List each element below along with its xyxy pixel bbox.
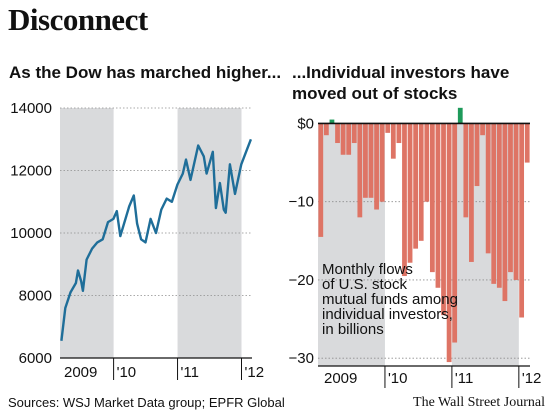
flows-x-tick-label: '10 [388, 370, 408, 387]
flows-y-tick-label: −30 [289, 350, 314, 367]
flows-bar-2011-12 [513, 123, 519, 280]
flows-bar-2012-02 [524, 123, 530, 163]
flows-y-tick-label: −10 [289, 194, 314, 211]
flows-x-tick-label: '12 [522, 370, 542, 387]
flows-shade-2009 [318, 123, 385, 367]
flows-bar-2011-01 [452, 123, 458, 343]
flows-bar-2009-09 [363, 123, 368, 198]
headline: Disconnect [8, 2, 148, 37]
flows-bar-2009-07 [351, 123, 357, 144]
flows-bar-2011-04 [469, 123, 474, 262]
flows-y-tick-label: −20 [289, 272, 314, 289]
flows-bar-2009-01 [318, 123, 324, 237]
flows-x-tick-label: '11 [455, 370, 473, 387]
flows-bar-2011-10 [502, 123, 508, 302]
flows-y-axis: $0 −10 −20 −30 [289, 115, 314, 367]
publisher-credit: The Wall Street Journal [413, 395, 545, 410]
dow-x-tick-label: '11 [181, 364, 199, 381]
flows-shade-2011 [451, 123, 519, 367]
flows-bar-2010-03 [396, 123, 402, 144]
sources-note: Sources: WSJ Market Data group; EPFR Glo… [8, 395, 285, 410]
flows-annotation-line: individual investors, [322, 306, 453, 323]
flows-bar-2011-07 [485, 123, 491, 254]
dow-y-tick-label: 14000 [10, 100, 52, 117]
flows-bar-2011-02 [457, 107, 463, 124]
flows-bar-2010-02 [390, 123, 396, 159]
dow-x-tick-label: '10 [117, 364, 137, 381]
dow-y-tick-label: 12000 [10, 163, 52, 180]
flows-bar-2011-11 [508, 123, 513, 273]
flows-bar-2010-10 [435, 123, 441, 288]
flows-subtitle: ...Individual investors have moved out o… [292, 63, 510, 103]
flows-annotation-line: in billions [322, 321, 384, 338]
flows-year-shading [318, 123, 519, 367]
flows-bar-2009-08 [357, 123, 363, 218]
flows-x-axis: 2009 '10 '11 '12 [318, 365, 542, 388]
flows-bar-2009-12 [379, 123, 385, 202]
dow-subtitle: As the Dow has marched higher... [9, 63, 282, 82]
flows-bar-2010-09 [429, 123, 435, 273]
flows-annotation: Monthly flows of U.S. stock mutual funds a… [322, 261, 458, 338]
flows-bar-2010-05 [407, 123, 413, 263]
flows-bar-2011-09 [496, 123, 502, 288]
flows-bar-2011-06 [480, 123, 485, 136]
dow-x-axis: 2009 '10 '11 '12 [60, 357, 264, 381]
flows-bar-2010-07 [418, 123, 424, 241]
flows-annotation-line: of U.S. stock [322, 276, 408, 293]
flows-bar-2010-04 [402, 123, 407, 277]
dow-y-tick-label: 8000 [19, 288, 52, 305]
dow-y-axis: 6000 8000 10000 12000 14000 [10, 100, 52, 367]
flows-y-tick-label: $0 [297, 115, 314, 132]
flows-bar-2010-12 [446, 123, 452, 363]
flows-bar-2010-06 [413, 123, 419, 249]
flows-bar-2009-05 [340, 123, 346, 155]
flows-bar-2011-05 [474, 123, 480, 187]
dow-series-line [60, 138, 253, 341]
flows-gridlines [318, 201, 530, 359]
flows-bar-2009-04 [335, 123, 340, 144]
flows-bars [318, 107, 530, 363]
dow-shade-2011 [177, 108, 242, 358]
dow-year-shading [60, 108, 242, 358]
dow-x-tick-label: '12 [244, 364, 264, 381]
flows-bar-2009-02 [323, 123, 329, 136]
dow-y-tick-label: 6000 [19, 350, 52, 367]
flows-bar-2009-03 [329, 119, 335, 124]
flows-bar-2010-01 [385, 123, 391, 133]
flows-bar-2009-06 [346, 123, 352, 155]
flows-bar-2012-01 [519, 123, 525, 318]
flows-annotation-line: mutual funds among [322, 291, 458, 308]
flows-bar-2009-11 [374, 123, 379, 210]
flows-annotation-line: Monthly flows [322, 261, 413, 278]
flows-bar-2011-08 [491, 123, 497, 284]
flows-bar-2009-10 [368, 123, 374, 198]
flows-x-tick-label: 2009 [324, 370, 357, 387]
flows-bar-2011-03 [463, 123, 469, 218]
dow-x-tick-label: 2009 [64, 364, 97, 381]
flows-bar-2010-08 [424, 123, 430, 202]
dow-y-tick-label: 10000 [10, 225, 52, 242]
flows-bar-2010-11 [441, 123, 446, 316]
